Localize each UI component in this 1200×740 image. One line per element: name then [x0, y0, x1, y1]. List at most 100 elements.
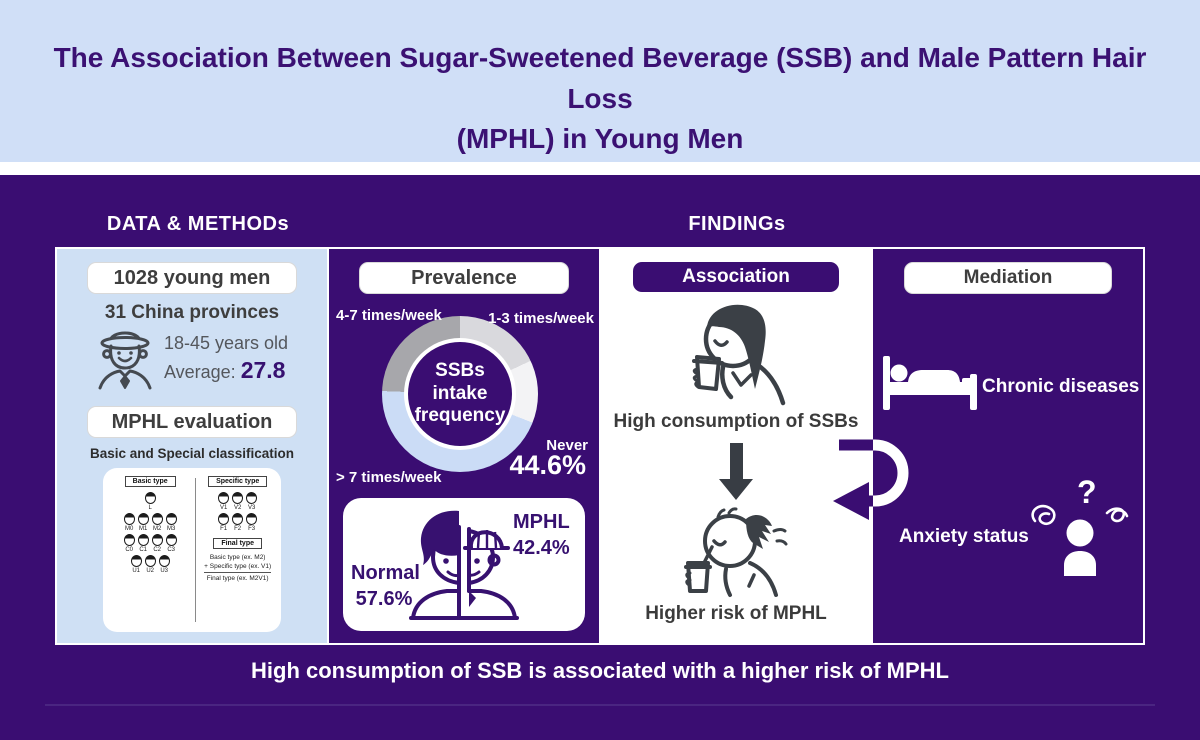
figure-divider [195, 478, 197, 622]
down-arrow-icon [719, 443, 753, 500]
effect-text: Higher risk of MPHL [645, 603, 827, 624]
donut-center-line: intake [432, 382, 488, 404]
head-diagram-glyph [158, 555, 170, 567]
scribble-right-icon [1105, 507, 1129, 523]
ssb-intake-donut-chart: SSBs intake frequency [382, 316, 538, 472]
arrow-head [719, 479, 753, 500]
donut-label-1-3-times: 1-3 times/week [488, 310, 594, 327]
age-range-text: 18-45 years old [163, 332, 289, 353]
question-mark: ? [1077, 474, 1097, 510]
mphl-prevalence-box: MPHL 42.4% Normal 57.6% [343, 498, 585, 631]
mphl-share: MPHL 42.4% [513, 509, 570, 561]
head-type-label: F1 [220, 526, 228, 532]
bottom-faint-divider [45, 704, 1155, 706]
section-heading-data-methods: DATA & METHODs [106, 213, 290, 235]
head-type-label: U2 [146, 568, 154, 574]
conclusion-text: High consumption of SSB is associated wi… [251, 658, 949, 683]
cause-text: High consumption of SSBs [613, 411, 859, 432]
man-drinking-ssb-icon [692, 304, 786, 406]
panel-data-methods: 1028 young men 31 China provinces [57, 249, 327, 643]
normal-share: Normal 57.6% [351, 560, 420, 612]
specific-type-heads: V1 V2 V3 F1 F2 F3 [218, 490, 258, 532]
head-type-label: M1 [138, 526, 148, 532]
average-age: Average: 27.8 [164, 357, 288, 384]
head-diagram-glyph [137, 534, 149, 546]
final-type-tag: Final type [213, 538, 262, 549]
head-diagram-glyph [246, 513, 258, 525]
donut-center-line: frequency [414, 405, 506, 427]
sample-size-box: 1028 young men [87, 262, 297, 294]
head-type-label: C0 [125, 547, 133, 553]
normal-label: Normal [351, 562, 420, 584]
mphl-label: MPHL [513, 511, 570, 533]
mphl-value: 42.4% [513, 537, 570, 559]
basic-type-tag: Basic type [124, 476, 176, 487]
head-type-label: V3 [247, 505, 256, 511]
panel-prevalence: Prevalence SSBs intake frequency 4-7 tim… [329, 249, 599, 643]
half-normal-half-mphl-man-icon [409, 510, 519, 620]
title-band: The Association Between Sugar-Sweetened … [0, 0, 1200, 162]
head-diagram-glyph [130, 555, 142, 567]
balding-man-with-drink-icon [684, 507, 788, 597]
head-diagram-glyph [246, 492, 258, 504]
head-diagram-glyph [151, 534, 163, 546]
donut-label-7plus-times: > 7 times/week [336, 469, 442, 486]
panel-association: Association High consumption of SSBs [601, 249, 871, 643]
head-type-label: M0 [124, 526, 134, 532]
head-diagram-glyph [151, 513, 163, 525]
head-type-label: M3 [166, 526, 176, 532]
head-diagram-glyph [218, 492, 230, 504]
head-diagram-glyph [232, 513, 244, 525]
head-type-label: V2 [233, 505, 242, 511]
main-title: The Association Between Sugar-Sweetened … [20, 38, 1180, 160]
donut-label-never: Never [546, 437, 588, 454]
head-type-label: M2 [152, 526, 162, 532]
final-type-line: + Specific type (ex. V1) [204, 563, 272, 570]
head-type-label: U1 [132, 568, 140, 574]
panel-mediation: Mediation Chronic diseases Anxiety statu… [873, 249, 1143, 643]
mediation-feedback-arrow-icon [833, 439, 909, 520]
sick-person-in-bed-icon [883, 356, 977, 410]
donut-label-4-7-times: 4-7 times/week [336, 307, 442, 324]
mediator-chronic-diseases: Chronic diseases [982, 376, 1140, 397]
mphl-evaluation-box: MPHL evaluation [87, 406, 297, 438]
head-type-label: C3 [167, 547, 175, 553]
basp-basic-column: Basic type L M0 M1 M2 M3 C0 C1 C2 C3 U1 U2 U3 [108, 474, 192, 626]
head-diagram-glyph [218, 513, 230, 525]
basic-type-heads: L M0 M1 M2 M3 C0 C1 C2 C3 U1 U2 U3 [123, 490, 177, 574]
head-type-label: C2 [153, 547, 161, 553]
panel-row: 1028 young men 31 China provinces [55, 247, 1145, 645]
section-heading-findings: FINDINGs [688, 213, 786, 235]
head-type-label: C1 [139, 547, 147, 553]
cohort-info-row: 18-45 years old Average: 27.8 [96, 325, 288, 391]
head-diagram-glyph [123, 534, 135, 546]
head-diagram-glyph [137, 513, 149, 525]
arrow-shaft [729, 443, 743, 479]
average-label: Average: [163, 361, 236, 382]
provinces-text: 31 China provinces [104, 302, 280, 323]
head-diagram-glyph [144, 555, 156, 567]
final-type-line: Basic type (ex. M2) [209, 554, 266, 561]
head-type-label: U3 [160, 568, 168, 574]
specific-type-tag: Specific type [208, 476, 268, 487]
head-diagram-glyph [144, 492, 156, 504]
scribble-left-icon [1031, 504, 1056, 526]
final-type-line: Final type (ex. M2V1) [204, 572, 272, 582]
head-diagram-glyph [165, 534, 177, 546]
classification-note: Basic and Special classification [89, 446, 295, 461]
association-header: Association [633, 262, 839, 292]
prevalence-header: Prevalence [359, 262, 569, 294]
title-line-2: (MPHL) in Young Men [456, 123, 744, 155]
head-diagram-glyph [165, 513, 177, 525]
head-diagram-glyph [232, 492, 244, 504]
young-man-icon [98, 331, 152, 390]
head-diagram-glyph [123, 513, 135, 525]
head-type-label: F2 [234, 526, 242, 532]
basp-classification-figure: Basic type L M0 M1 M2 M3 C0 C1 C2 C3 U1 U2 U3 Speci… [103, 468, 281, 632]
basp-specific-column: Specific type V1 V2 V3 F1 F2 F3 Final type Ba… [199, 474, 276, 626]
title-line-1: The Association Between Sugar-Sweetened … [53, 42, 1147, 114]
mediator-anxiety-status: Anxiety status [899, 526, 1029, 547]
donut-center-line: SSBs [435, 360, 485, 382]
mediation-header: Mediation [904, 262, 1112, 294]
